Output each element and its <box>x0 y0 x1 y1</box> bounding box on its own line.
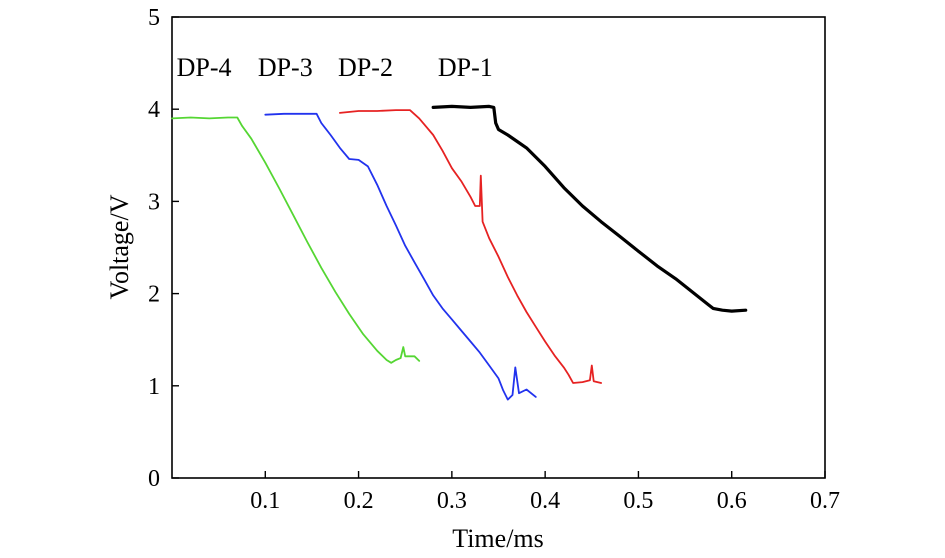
x-tick-label: 0.3 <box>437 488 467 514</box>
series-line-dp-3 <box>264 112 537 401</box>
x-tick-label: 0.4 <box>530 488 560 514</box>
x-tick-label: 0.7 <box>810 488 840 514</box>
y-tick-label: 5 <box>148 5 160 31</box>
series-label-dp-1: DP-1 <box>438 53 493 82</box>
series-label-dp-2: DP-2 <box>338 53 393 82</box>
y-tick-label: 4 <box>148 97 160 123</box>
series-line-dp-2 <box>338 109 602 384</box>
y-axis-ticks: 0 1 2 3 4 5 <box>148 5 179 492</box>
x-axis-ticks: 0.1 0.2 0.3 0.4 0.5 0.6 0.7 <box>250 471 840 514</box>
y-tick-label: 0 <box>148 466 160 492</box>
y-tick-label: 3 <box>148 189 160 215</box>
x-axis-title: Time/ms <box>452 524 544 553</box>
y-tick-label: 1 <box>148 374 160 400</box>
x-tick-label: 0.1 <box>250 488 280 514</box>
x-tick-label: 0.6 <box>717 488 747 514</box>
series-line-dp-4 <box>171 116 421 364</box>
plot-frame <box>171 16 826 479</box>
series-label-dp-4: DP-4 <box>177 53 232 82</box>
series-line-dp-1 <box>431 104 748 313</box>
x-tick-label: 0.2 <box>344 488 374 514</box>
series-lines <box>171 104 748 401</box>
series-label-dp-3: DP-3 <box>258 53 313 82</box>
y-tick-label: 2 <box>148 282 160 308</box>
x-tick-label: 0.5 <box>623 488 653 514</box>
series-labels: DP-1 DP-2 DP-3 DP-4 <box>177 53 493 82</box>
y-axis-title: Voltage/V <box>105 194 134 299</box>
